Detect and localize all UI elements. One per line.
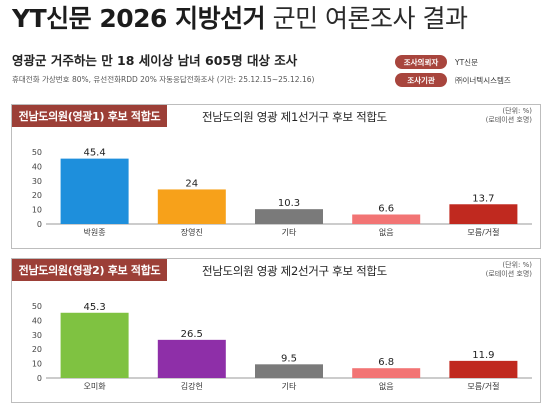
- agency-row: 조사기관 ㈜이너텍시스템즈: [395, 73, 511, 87]
- bar-4: [352, 214, 421, 224]
- bar-value-label: 45.4: [83, 148, 105, 159]
- bar-value-label: 10.3: [278, 198, 300, 209]
- bar-2: [157, 189, 226, 224]
- rotation-line-2: (로테이션 호명): [485, 270, 532, 278]
- panel-tag-1: 전남도의원(영광1) 후보 적합도: [12, 105, 167, 127]
- y-tick-label: 40: [32, 316, 42, 325]
- bar-value-label: 11.9: [472, 350, 494, 361]
- client-tag: 조사의뢰자: [395, 55, 447, 69]
- title-light: 군민 여론조사 결과: [272, 4, 468, 33]
- rotation-line-1: (로테이션 호명): [485, 116, 532, 124]
- y-tick-label: 20: [32, 345, 42, 354]
- panel-tag-2: 전남도의원(영광2) 후보 적합도: [12, 259, 167, 281]
- category-label: 장영진: [181, 227, 203, 237]
- client-row: 조사의뢰자 YT신문: [395, 55, 478, 69]
- bar-2: [157, 339, 226, 378]
- category-label: 오미화: [84, 382, 107, 391]
- category-label: 모름/거절: [467, 382, 499, 391]
- bar-value-label: 13.7: [472, 193, 494, 204]
- subtitle: 영광군 거주하는 만 18 세이상 남녀 605명 대상 조사: [12, 53, 298, 68]
- bar-chart-2: 0 10 20 30 40 50 45.3 오미화 26.5 김강헌 9.5 기타 6.8 없음 11.9 모…: [32, 302, 532, 391]
- y-tick-label: 40: [32, 162, 42, 171]
- bar-value-label: 26.5: [181, 329, 203, 340]
- bar-value-label: 45.3: [83, 302, 105, 313]
- chart-title-1: 전남도의원 영광 제1선거구 후보 적합도: [202, 110, 387, 124]
- unit-line-2: (단위: %): [502, 261, 532, 269]
- category-label: 기타: [282, 228, 297, 237]
- y-tick-label: 10: [32, 360, 42, 369]
- client-value: YT신문: [455, 57, 478, 67]
- category-label: 기타: [282, 382, 297, 391]
- bar-1: [60, 158, 129, 224]
- chart-unit-1: (단위: %) (로테이션 호명): [486, 107, 532, 125]
- bar-value-label: 6.8: [378, 357, 394, 368]
- bar-4: [352, 368, 421, 378]
- bar-chart-1: 0 10 20 30 40 50 45.4 박원종 24 장영진 10.3 기타 6.6 없음 13.7 모름…: [32, 148, 532, 237]
- bar-value-label: 6.6: [378, 203, 394, 214]
- chart-panel-1: 전남도의원(영광1) 후보 적합도 전남도의원 영광 제1선거구 후보 적합도 …: [11, 104, 541, 249]
- y-tick-label: 30: [32, 177, 42, 186]
- bar-3: [255, 209, 323, 224]
- bar-3: [255, 364, 323, 378]
- unit-line-1: (단위: %): [502, 107, 532, 115]
- agency-tag: 조사기관: [395, 73, 447, 87]
- bar-5: [449, 204, 518, 224]
- survey-method: 휴대전화 가상번호 80%, 유선전화RDD 20% 자동응답전화조사 (기간:…: [12, 75, 315, 84]
- bar-1: [60, 312, 129, 378]
- category-label: 박원종: [84, 227, 106, 237]
- y-tick-label: 10: [32, 206, 42, 215]
- y-tick-label: 50: [32, 148, 42, 157]
- chart-panel-2: 전남도의원(영광2) 후보 적합도 전남도의원 영광 제2선거구 후보 적합도 …: [11, 258, 541, 403]
- bar-5: [449, 360, 518, 378]
- y-tick-label: 50: [32, 302, 42, 311]
- category-label: 김강헌: [181, 381, 203, 391]
- y-tick-label: 20: [32, 191, 42, 200]
- agency-value: ㈜이너텍시스템즈: [455, 75, 511, 85]
- chart-title-2: 전남도의원 영광 제2선거구 후보 적합도: [202, 264, 387, 278]
- y-tick-label: 0: [37, 220, 42, 229]
- y-tick-label: 30: [32, 331, 42, 340]
- bar-value-label: 9.5: [281, 353, 297, 364]
- title-bold: YT신문 2026 지방선거: [12, 4, 266, 33]
- category-label: 없음: [379, 228, 394, 237]
- category-label: 없음: [379, 382, 394, 391]
- category-label: 모름/거절: [467, 228, 499, 237]
- page-title: YT신문 2026 지방선거 군민 여론조사 결과: [12, 2, 468, 36]
- bar-value-label: 24: [185, 178, 198, 189]
- y-tick-label: 0: [37, 374, 42, 383]
- chart-unit-2: (단위: %) (로테이션 호명): [486, 261, 532, 279]
